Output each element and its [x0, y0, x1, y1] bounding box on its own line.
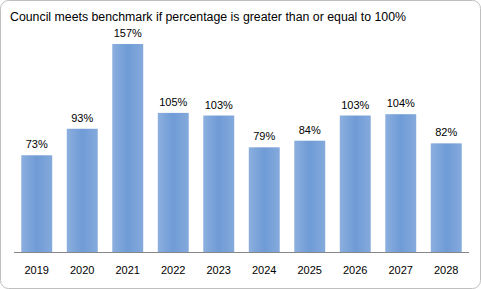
data-labels: 73% 93% 157% 105% 103% 79% 84% 103% 104% 82%: [26, 27, 458, 150]
x-tick-label: 2028: [434, 264, 458, 276]
bar: [249, 147, 280, 252]
data-label: 157%: [114, 27, 142, 39]
data-label: 73%: [26, 138, 48, 150]
bar: [112, 44, 143, 252]
bar: [67, 129, 98, 252]
bar: [294, 141, 325, 252]
data-label: 104%: [387, 97, 415, 109]
bar: [340, 116, 371, 252]
data-label: 103%: [341, 99, 369, 111]
x-tick-label: 2023: [207, 264, 231, 276]
x-tick-label: 2025: [298, 264, 322, 276]
data-label: 93%: [71, 112, 93, 124]
bar: [431, 143, 462, 252]
x-tick-label: 2022: [161, 264, 185, 276]
data-label: 105%: [159, 96, 187, 108]
bar: [21, 155, 52, 252]
chart-container: Council meets benchmark if percentage is…: [0, 0, 481, 289]
data-label: 84%: [299, 124, 321, 136]
chart: Council meets benchmark if percentage is…: [0, 0, 481, 289]
data-label: 79%: [253, 130, 275, 142]
bar: [385, 114, 416, 252]
x-axis-line: [14, 252, 469, 253]
x-tick-label: 2024: [252, 264, 276, 276]
x-tick-label: 2026: [343, 264, 367, 276]
chart-frame: [1, 1, 481, 289]
x-tick-label: 2020: [70, 264, 94, 276]
chart-title: Council meets benchmark if percentage is…: [10, 10, 406, 24]
data-label: 103%: [205, 99, 233, 111]
x-tick-labels: 2019 2020 2021 2022 2023 2024 2025 2026 2027 2028: [25, 264, 459, 276]
x-tick-label: 2027: [389, 264, 413, 276]
data-label: 82%: [435, 126, 457, 138]
x-tick-label: 2021: [116, 264, 140, 276]
bar: [158, 113, 189, 252]
bar: [203, 116, 234, 252]
bars: [21, 44, 461, 252]
x-tick-label: 2019: [25, 264, 49, 276]
